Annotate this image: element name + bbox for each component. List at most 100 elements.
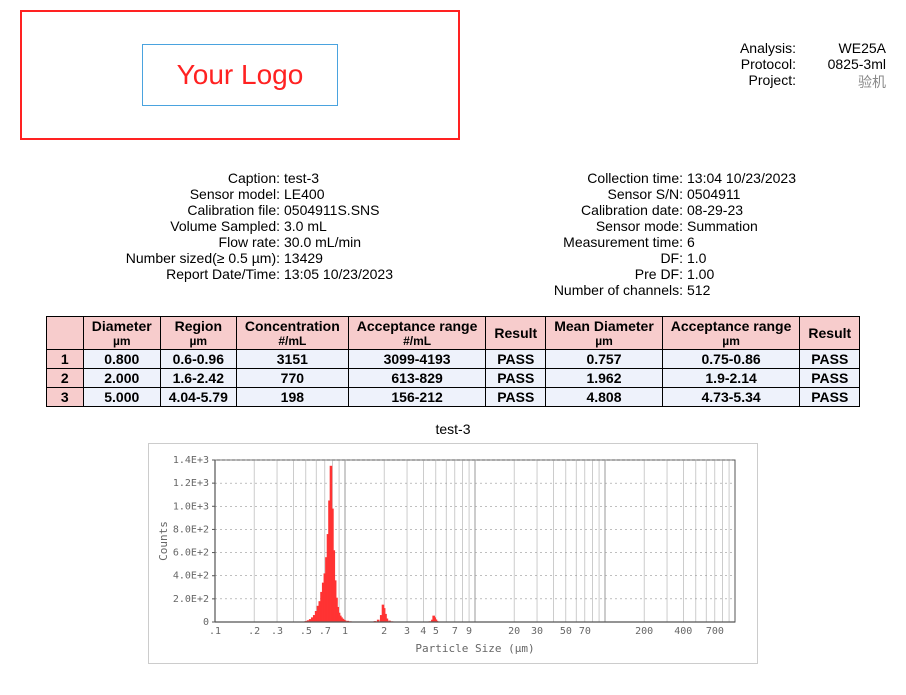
svg-text:9: 9: [466, 626, 472, 637]
meta-value: 13:04 10/23/2023: [687, 170, 796, 186]
svg-text:200: 200: [635, 626, 653, 637]
table-cell: PASS: [486, 369, 546, 388]
meta-value: 13429: [284, 250, 323, 266]
results-table: DiameterµmRegionµmConcentration#/mLAccep…: [46, 316, 860, 407]
row-index: 2: [46, 369, 83, 388]
meta-key: Collection time:: [513, 170, 683, 186]
svg-text:50: 50: [560, 626, 572, 637]
svg-text:1.2E+3: 1.2E+3: [173, 478, 209, 489]
meta-value: 6: [687, 234, 695, 250]
svg-text:3: 3: [404, 626, 410, 637]
meta-value: 13:05 10/23/2023: [284, 266, 393, 282]
svg-text:30: 30: [531, 626, 543, 637]
svg-text:.5: .5: [300, 626, 312, 637]
meta-value: LE400: [284, 186, 324, 202]
svg-text:5: 5: [433, 626, 439, 637]
table-cell: 2.000: [83, 369, 160, 388]
header-value: 0825-3ml: [796, 56, 886, 72]
header-label: Protocol:: [716, 56, 796, 72]
svg-text:400: 400: [674, 626, 692, 637]
header-label: Analysis:: [716, 40, 796, 56]
table-cell: 0.75-0.86: [662, 350, 800, 369]
table-cell: PASS: [800, 369, 860, 388]
svg-text:.2: .2: [248, 626, 260, 637]
table-header: Result: [486, 317, 546, 350]
meta-key: Calibration file:: [110, 202, 280, 218]
chart-title: test-3: [20, 421, 886, 437]
particle-size-chart: 02.0E+24.0E+26.0E+28.0E+21.0E+31.2E+31.4…: [148, 443, 758, 664]
meta-key: Calibration date:: [513, 202, 683, 218]
meta-key: Caption:: [110, 170, 280, 186]
svg-text:1.4E+3: 1.4E+3: [173, 455, 209, 466]
svg-text:Counts: Counts: [157, 521, 170, 561]
meta-value: test-3: [284, 170, 319, 186]
header-value: 验机: [796, 72, 886, 92]
meta-key: Sensor S/N:: [513, 186, 683, 202]
svg-text:4.0E+2: 4.0E+2: [173, 571, 209, 582]
meta-value: 512: [687, 282, 710, 298]
header-meta: Analysis:WE25AProtocol:0825-3mlProject:验…: [716, 40, 886, 92]
header-value: WE25A: [796, 40, 886, 56]
table-header: Mean Diameterµm: [546, 317, 663, 350]
svg-text:6.0E+2: 6.0E+2: [173, 548, 209, 559]
svg-text:2: 2: [381, 626, 387, 637]
svg-text:.1: .1: [209, 626, 221, 637]
svg-text:.7: .7: [319, 626, 331, 637]
meta-key: Pre DF:: [513, 266, 683, 282]
meta-key: Number sized(≥ 0.5 µm):: [110, 250, 280, 266]
meta-key: Report Date/Time:: [110, 266, 280, 282]
svg-text:20: 20: [508, 626, 520, 637]
row-index: 1: [46, 350, 83, 369]
meta-key: Volume Sampled:: [110, 218, 280, 234]
meta-key: Measurement time:: [513, 234, 683, 250]
table-header: Acceptance rangeµm: [662, 317, 800, 350]
table-header: Acceptance range#/mL: [348, 317, 486, 350]
meta-key: DF:: [513, 250, 683, 266]
table-cell: 1.6-2.42: [160, 369, 236, 388]
table-cell: 198: [236, 388, 348, 407]
meta-left-column: Caption:test-3Sensor model:LE400Calibrat…: [110, 170, 393, 298]
table-cell: 770: [236, 369, 348, 388]
meta-value: 08-29-23: [687, 202, 743, 218]
svg-text:4: 4: [420, 626, 426, 637]
table-header: Result: [800, 317, 860, 350]
meta-key: Number of channels:: [513, 282, 683, 298]
meta-value: 30.0 mL/min: [284, 234, 361, 250]
svg-text:700: 700: [706, 626, 724, 637]
row-index: 3: [46, 388, 83, 407]
meta-right-column: Collection time:13:04 10/23/2023Sensor S…: [513, 170, 796, 298]
table-cell: PASS: [486, 388, 546, 407]
table-cell: PASS: [800, 388, 860, 407]
table-cell: 5.000: [83, 388, 160, 407]
table-cell: 4.73-5.34: [662, 388, 800, 407]
svg-text:Particle Size (µm): Particle Size (µm): [415, 642, 534, 654]
table-cell: 156-212: [348, 388, 486, 407]
svg-text:7: 7: [452, 626, 458, 637]
meta-value: Summation: [687, 218, 758, 234]
meta-value: 0504911S.SNS: [284, 202, 379, 218]
table-cell: PASS: [800, 350, 860, 369]
meta-value: 0504911: [687, 186, 740, 202]
meta-value: 1.00: [687, 266, 714, 282]
logo-placeholder: Your Logo: [20, 10, 460, 140]
table-cell: 4.808: [546, 388, 663, 407]
svg-text:70: 70: [579, 626, 591, 637]
header-label: Project:: [716, 72, 796, 92]
table-cell: 613-829: [348, 369, 486, 388]
meta-key: Flow rate:: [110, 234, 280, 250]
table-cell: 3151: [236, 350, 348, 369]
meta-value: 3.0 mL: [284, 218, 327, 234]
table-cell: 4.04-5.79: [160, 388, 236, 407]
logo-text: Your Logo: [142, 44, 339, 106]
svg-text:1: 1: [342, 626, 348, 637]
meta-value: 1.0: [687, 250, 706, 266]
table-cell: 0.6-0.96: [160, 350, 236, 369]
meta-key: Sensor mode:: [513, 218, 683, 234]
table-cell: 3099-4193: [348, 350, 486, 369]
svg-text:8.0E+2: 8.0E+2: [173, 524, 209, 535]
table-header: Concentration#/mL: [236, 317, 348, 350]
table-cell: 0.800: [83, 350, 160, 369]
svg-text:1.0E+3: 1.0E+3: [173, 501, 209, 512]
meta-key: Sensor model:: [110, 186, 280, 202]
svg-text:2.0E+2: 2.0E+2: [173, 594, 209, 605]
